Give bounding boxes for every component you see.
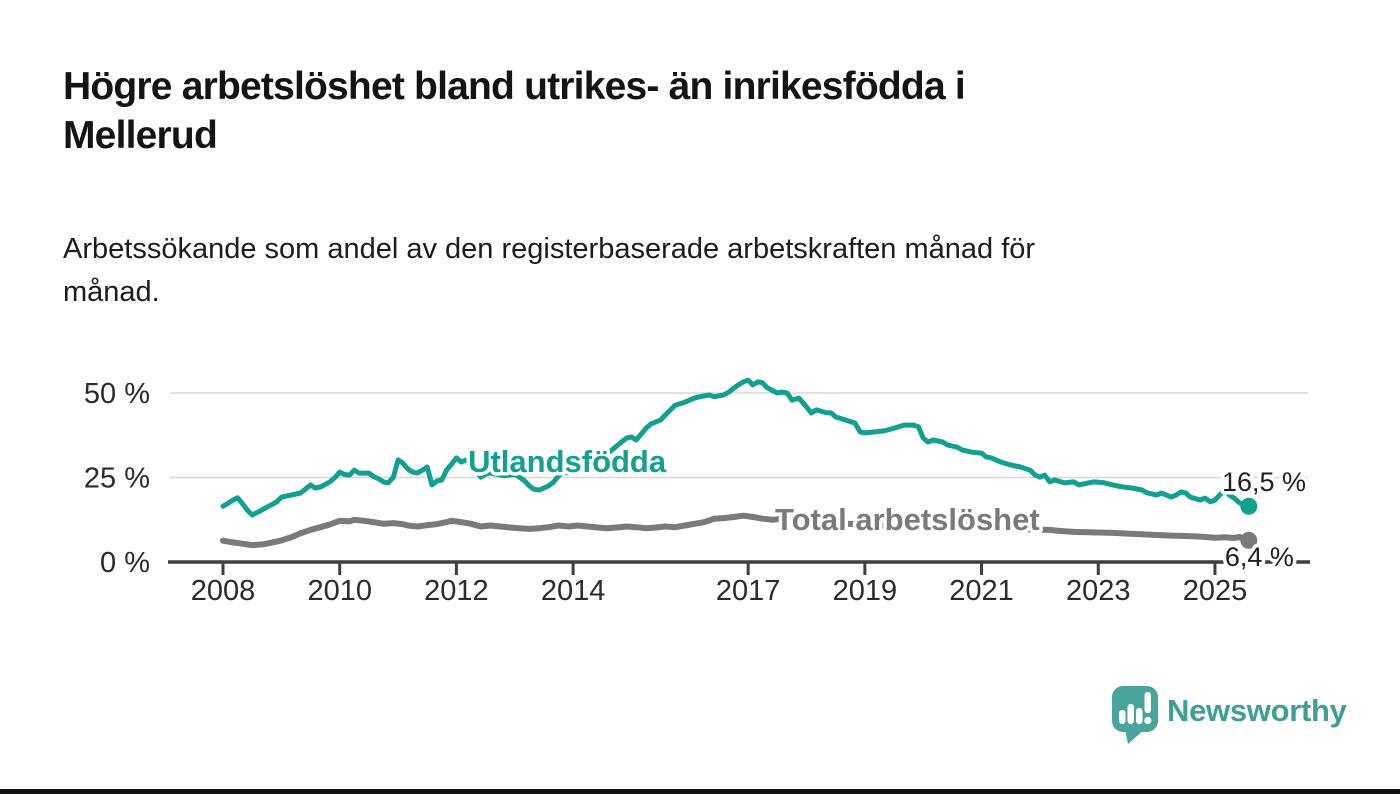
- subtitle-line-1: Arbetssökande som andel av den registerb…: [63, 233, 1036, 265]
- y-tick-label-50: 50 %: [84, 378, 150, 410]
- bottom-border-bar: [0, 789, 1400, 794]
- x-tick-label-2021: 2021: [949, 575, 1014, 607]
- y-tick-label-25: 25 %: [84, 463, 150, 495]
- x-tick-label-2014: 2014: [541, 575, 606, 607]
- x-tick-label-2008: 2008: [191, 575, 256, 607]
- series-label-total-arbetsloshet: Total arbetslöshet: [775, 502, 1040, 537]
- title-line-1: Högre arbetslöshet bland utrikes- än inr…: [63, 65, 966, 108]
- series-lines: [220, 377, 1258, 549]
- x-axis: [168, 560, 1310, 575]
- y-tick-label-0: 0 %: [100, 547, 150, 579]
- newsworthy-logo-icon: [1112, 686, 1158, 744]
- chart-labels: 0 % 25 % 50 % 2008 2010 2012 2014 2017 2019 2021 2…: [84, 378, 1310, 607]
- x-tick-label-2023: 2023: [1066, 575, 1131, 607]
- chart-subtitle: Arbetssökande som andel av den registerb…: [63, 228, 1263, 314]
- page-title: Högre arbetslöshet bland utrikes- än inr…: [63, 62, 1263, 160]
- end-value-label-utlandsfodda: 16,5 %: [1222, 467, 1306, 497]
- brand-wordmark: Newsworthy: [1167, 693, 1347, 728]
- series-end-dot-total-arbetsloshet: [1240, 531, 1258, 549]
- x-tick-label-2012: 2012: [424, 575, 489, 607]
- newsworthy-brand: Newsworthy: [1112, 686, 1347, 750]
- title-line-2: Mellerud: [63, 114, 218, 157]
- series-end-dot-utlandsfodda: [1240, 497, 1258, 515]
- subtitle-line-2: månad.: [63, 276, 160, 308]
- x-tick-label-2019: 2019: [833, 575, 898, 607]
- series-line-total-arbetsloshet: [220, 512, 1252, 549]
- series-label-utlandsfodda: Utlandsfödda: [468, 444, 667, 479]
- x-tick-label-2010: 2010: [307, 575, 372, 607]
- x-tick-label-2025: 2025: [1183, 575, 1248, 607]
- end-value-label-total-arbetsloshet: 6,4 %: [1225, 542, 1294, 572]
- x-tick-label-2017: 2017: [716, 575, 781, 607]
- series-line-utlandsfodda: [220, 377, 1252, 518]
- gridlines: [170, 392, 1308, 479]
